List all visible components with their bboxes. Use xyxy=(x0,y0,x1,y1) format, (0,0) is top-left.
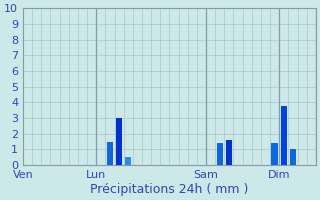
Bar xyxy=(271,143,278,165)
Bar xyxy=(107,142,113,165)
Bar xyxy=(226,140,232,165)
Bar xyxy=(290,149,296,165)
Bar xyxy=(281,106,287,165)
Bar xyxy=(217,143,223,165)
X-axis label: Précipitations 24h ( mm ): Précipitations 24h ( mm ) xyxy=(90,183,249,196)
Bar xyxy=(125,157,132,165)
Bar xyxy=(116,118,122,165)
